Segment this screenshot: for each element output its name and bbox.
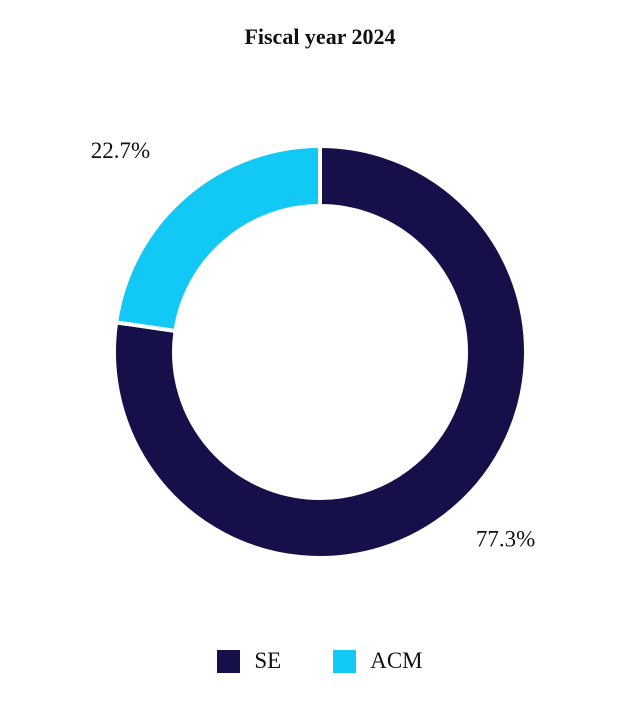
chart-legend: SE ACM xyxy=(0,648,640,674)
slice-label-acm: 22.7% xyxy=(91,138,150,163)
slice-label-se: 77.3% xyxy=(476,526,535,551)
slice-acm xyxy=(113,143,322,334)
slice-se xyxy=(112,143,528,560)
legend-item-se: SE xyxy=(217,648,281,674)
chart-title: Fiscal year 2024 xyxy=(244,24,396,49)
legend-label-se: SE xyxy=(254,648,282,673)
legend-label-acm: ACM xyxy=(370,648,423,673)
legend-swatch-se xyxy=(217,649,241,673)
legend-item-acm: ACM xyxy=(333,648,423,674)
legend-swatch-acm xyxy=(333,649,357,673)
